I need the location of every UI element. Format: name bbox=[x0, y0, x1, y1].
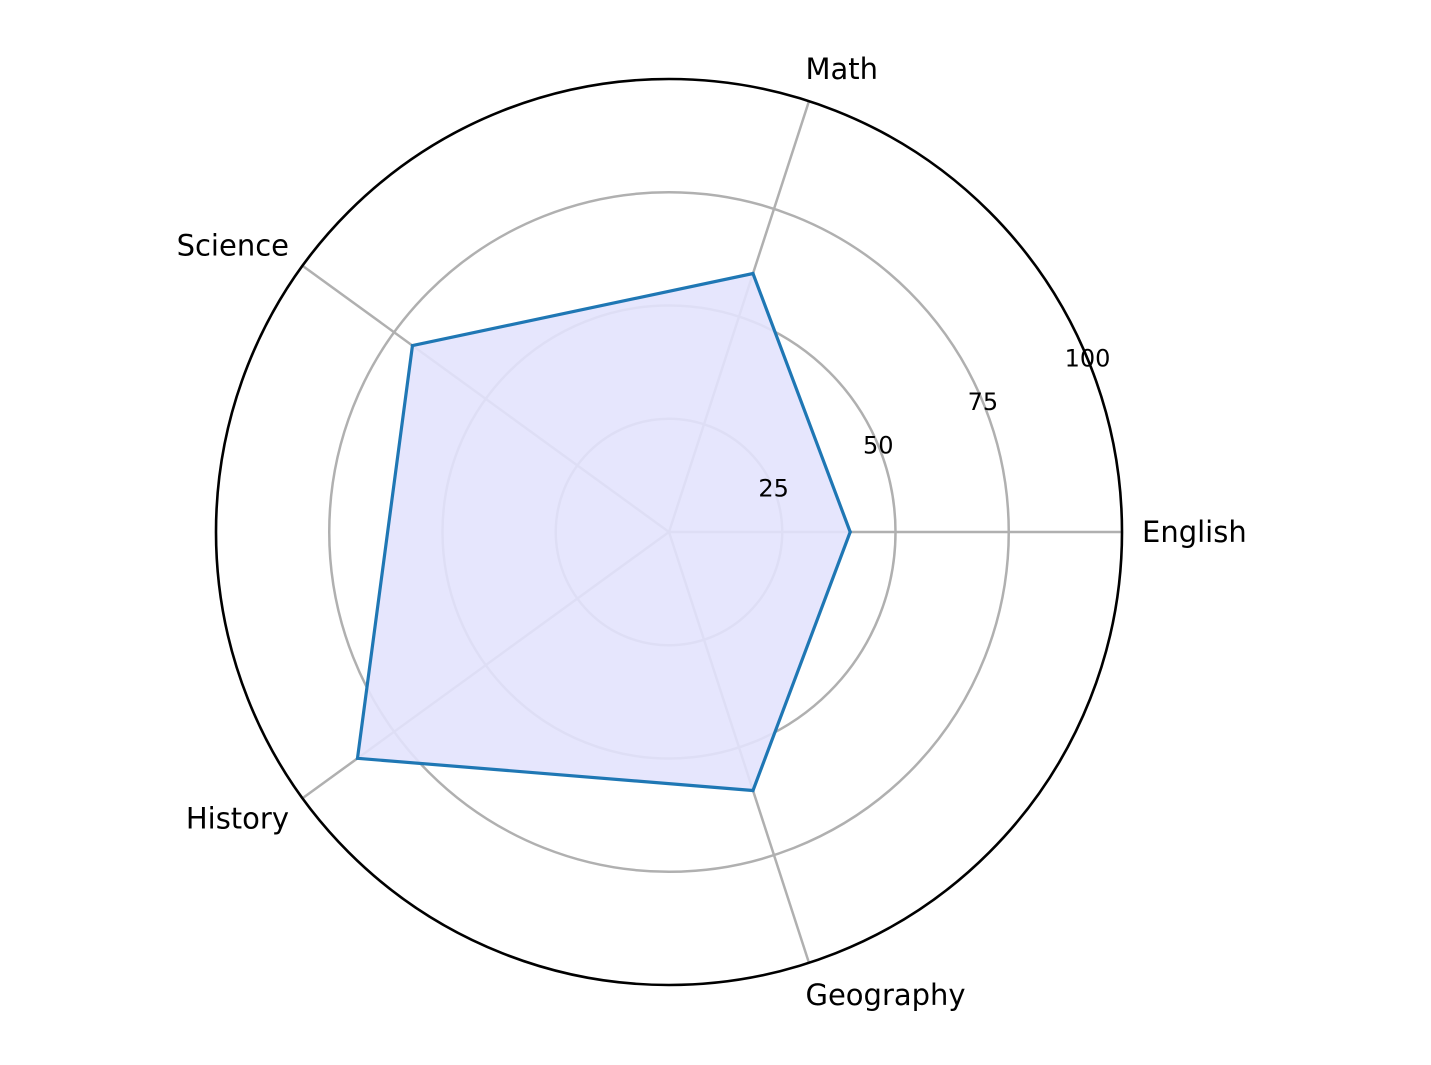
category-label-english: English bbox=[1142, 515, 1247, 549]
label-layer: English Math Science History Geography 25 50 75… bbox=[177, 52, 1247, 1012]
category-label-geography: Geography bbox=[805, 978, 965, 1012]
outer-ring bbox=[214, 77, 1124, 987]
series-layer bbox=[355, 271, 852, 793]
ring-gridline-75 bbox=[328, 191, 1010, 873]
category-label-math: Math bbox=[805, 52, 878, 86]
data-point-science bbox=[410, 344, 415, 348]
category-label-history: History bbox=[186, 801, 289, 835]
data-point-math bbox=[751, 271, 755, 276]
series-fill-area bbox=[357, 273, 851, 791]
data-point-history bbox=[355, 756, 360, 760]
outer-ring-layer bbox=[214, 77, 1124, 987]
data-point-geography bbox=[751, 788, 755, 793]
category-label-science: Science bbox=[177, 229, 289, 263]
r-tick-label-25: 25 bbox=[758, 475, 789, 503]
r-tick-label-100: 100 bbox=[1065, 345, 1111, 373]
data-point-english bbox=[848, 530, 852, 534]
r-tick-label-75: 75 bbox=[968, 388, 999, 416]
series-line bbox=[355, 271, 852, 793]
r-tick-label-50: 50 bbox=[863, 431, 894, 459]
